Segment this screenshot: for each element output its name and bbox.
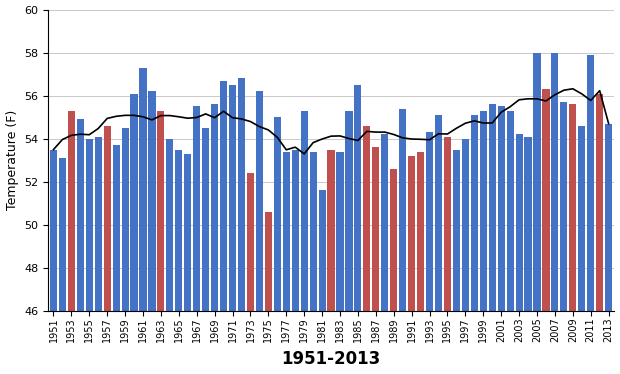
Bar xyxy=(104,126,111,311)
Bar xyxy=(327,150,335,311)
Bar xyxy=(498,107,505,311)
Bar xyxy=(408,156,415,311)
Bar xyxy=(480,111,487,311)
Bar xyxy=(515,135,523,311)
Bar xyxy=(202,128,210,311)
Bar xyxy=(399,108,406,311)
Y-axis label: Temperature (F): Temperature (F) xyxy=(6,110,19,211)
Bar xyxy=(157,111,164,311)
Bar xyxy=(140,68,146,311)
Bar xyxy=(560,102,567,311)
Bar xyxy=(489,104,496,311)
X-axis label: 1951-2013: 1951-2013 xyxy=(281,350,381,368)
Bar xyxy=(390,169,397,311)
Bar xyxy=(381,135,388,311)
Bar xyxy=(130,94,138,311)
Bar xyxy=(113,145,120,311)
Bar xyxy=(50,150,57,311)
Bar xyxy=(220,81,227,311)
Bar xyxy=(578,126,585,311)
Bar xyxy=(542,89,549,311)
Bar xyxy=(301,111,308,311)
Bar xyxy=(184,154,192,311)
Bar xyxy=(319,190,326,311)
Bar xyxy=(175,150,182,311)
Bar xyxy=(363,126,370,311)
Bar xyxy=(507,111,514,311)
Bar xyxy=(525,137,531,311)
Bar xyxy=(372,147,379,311)
Bar xyxy=(337,152,343,311)
Bar xyxy=(291,150,299,311)
Bar xyxy=(122,128,129,311)
Bar xyxy=(229,85,236,311)
Bar xyxy=(193,107,200,311)
Bar xyxy=(247,173,254,311)
Bar xyxy=(309,152,317,311)
Bar xyxy=(453,150,460,311)
Bar xyxy=(77,119,84,311)
Bar xyxy=(86,139,93,311)
Bar xyxy=(166,139,174,311)
Bar xyxy=(265,212,272,311)
Bar xyxy=(68,111,75,311)
Bar xyxy=(274,117,281,311)
Bar xyxy=(569,104,577,311)
Bar xyxy=(605,124,612,311)
Bar xyxy=(211,104,218,311)
Bar xyxy=(435,115,442,311)
Bar xyxy=(148,91,156,311)
Bar xyxy=(444,137,451,311)
Bar xyxy=(283,152,290,311)
Bar xyxy=(471,115,478,311)
Bar xyxy=(354,85,361,311)
Bar xyxy=(256,91,263,311)
Bar xyxy=(417,152,424,311)
Bar xyxy=(596,94,603,311)
Bar xyxy=(551,53,559,311)
Bar xyxy=(59,158,66,311)
Bar xyxy=(462,139,469,311)
Bar xyxy=(238,79,245,311)
Bar xyxy=(426,132,433,311)
Bar xyxy=(587,55,595,311)
Bar xyxy=(345,111,353,311)
Bar xyxy=(533,53,541,311)
Bar xyxy=(95,137,102,311)
